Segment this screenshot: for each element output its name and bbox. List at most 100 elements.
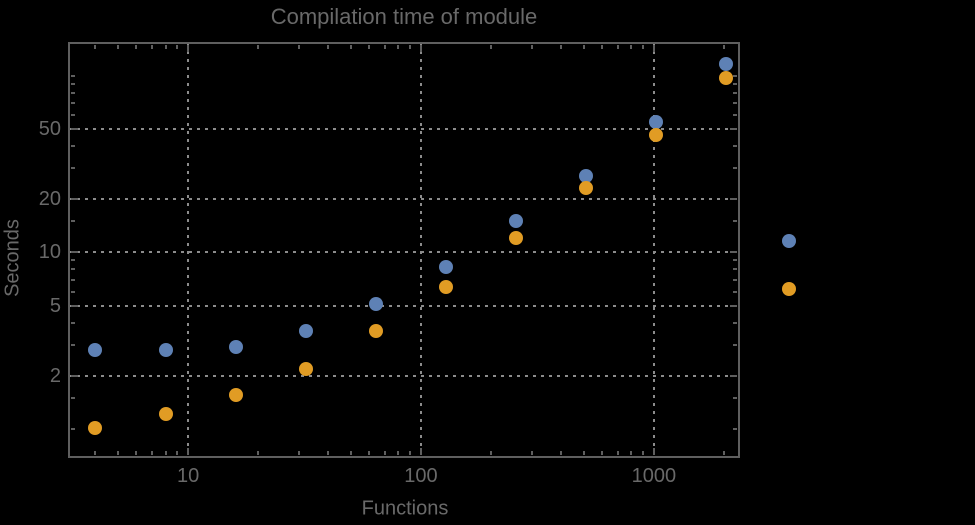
- x-tick: [652, 448, 655, 455]
- x-tick: [327, 451, 330, 455]
- y-tick: [71, 268, 75, 271]
- y-tick: [71, 144, 75, 147]
- x-tick: [383, 451, 386, 455]
- y-tick: [733, 396, 737, 399]
- chart-title: Compilation time of module: [270, 4, 538, 29]
- x-tick: [601, 451, 604, 455]
- blue-series-point: [649, 114, 664, 129]
- orange-series-point: [228, 388, 243, 403]
- y-gridline: [69, 198, 739, 201]
- y-tick: [71, 259, 75, 262]
- y-tick: [733, 144, 737, 147]
- x-tick: [187, 448, 190, 455]
- x-tick: [135, 45, 138, 49]
- y-tick: [71, 82, 75, 85]
- orange-series-point: [298, 361, 313, 376]
- y-tick: [733, 259, 737, 262]
- blue-series-point: [579, 169, 594, 184]
- y-tick: [733, 278, 737, 281]
- y-tick: [71, 278, 75, 281]
- x-tick: [722, 451, 725, 455]
- x-tick: [327, 45, 330, 49]
- y-tick: [730, 251, 737, 254]
- orange-series-point: [579, 181, 594, 196]
- y-tick: [71, 91, 75, 94]
- y-tick-label: 50: [38, 117, 61, 140]
- x-gridline: [187, 43, 190, 457]
- y-tick: [733, 343, 737, 346]
- x-tick: [560, 451, 563, 455]
- y-tick: [71, 428, 75, 431]
- x-tick: [164, 451, 167, 455]
- x-tick: [94, 451, 97, 455]
- orange-legend-marker: [782, 282, 796, 296]
- x-tick: [642, 451, 645, 455]
- y-tick: [71, 113, 75, 116]
- y-tick: [730, 374, 737, 377]
- x-tick: [652, 45, 655, 52]
- x-tick: [298, 45, 301, 49]
- y-gridline: [69, 304, 739, 307]
- orange-series-point: [509, 231, 524, 246]
- x-tick: [117, 451, 119, 455]
- y-tick: [71, 251, 78, 254]
- x-tick: [616, 451, 619, 455]
- y-tick: [733, 268, 737, 271]
- blue-series-point: [298, 323, 313, 338]
- x-tick: [490, 451, 493, 455]
- x-tick: [582, 45, 585, 49]
- y-tick: [71, 290, 75, 293]
- y-tick: [733, 428, 737, 431]
- blue-series-point: [509, 214, 524, 229]
- y-tick-label: 10: [38, 241, 61, 264]
- y-tick: [71, 74, 75, 77]
- x-tick: [409, 451, 412, 455]
- blue-legend-marker: [782, 234, 796, 248]
- y-tick: [71, 102, 75, 104]
- x-tick-label: 1000: [631, 465, 677, 487]
- y-tick: [733, 220, 737, 223]
- plot-frame: [68, 42, 740, 458]
- x-tick: [722, 45, 725, 49]
- x-tick: [397, 45, 400, 49]
- x-tick: [151, 45, 154, 49]
- x-tick-label: 10: [176, 465, 200, 487]
- x-tick: [616, 45, 619, 49]
- x-tick: [630, 451, 633, 455]
- y-tick: [71, 321, 75, 324]
- x-tick: [349, 45, 352, 49]
- y-gridline: [69, 374, 739, 377]
- x-tick: [298, 451, 301, 455]
- x-tick: [531, 451, 534, 455]
- blue-series-point: [438, 259, 453, 274]
- y-tick-label: 5: [49, 294, 61, 317]
- x-tick: [419, 448, 422, 455]
- x-tick: [151, 451, 154, 455]
- y-tick: [730, 198, 737, 201]
- orange-series-point: [88, 420, 103, 435]
- x-tick: [349, 451, 352, 455]
- y-tick-label: 20: [38, 188, 61, 211]
- x-tick: [187, 45, 190, 52]
- x-gridline: [652, 43, 655, 457]
- x-axis-label: Functions: [361, 497, 449, 520]
- orange-series-point: [438, 279, 453, 294]
- x-tick: [176, 451, 179, 455]
- y-gridline: [69, 127, 739, 130]
- y-tick: [71, 343, 75, 346]
- y-tick: [733, 113, 737, 116]
- y-gridline: [69, 251, 739, 254]
- blue-series-point: [228, 340, 243, 355]
- x-tick: [490, 45, 493, 49]
- y-tick: [71, 304, 78, 307]
- blue-series-point: [158, 343, 173, 358]
- x-gridline: [419, 43, 422, 457]
- x-tick: [601, 45, 604, 49]
- blue-series-point: [88, 343, 103, 358]
- x-tick: [531, 45, 534, 49]
- orange-series-point: [649, 128, 664, 143]
- blue-series-point: [368, 297, 383, 312]
- x-tick: [257, 45, 260, 49]
